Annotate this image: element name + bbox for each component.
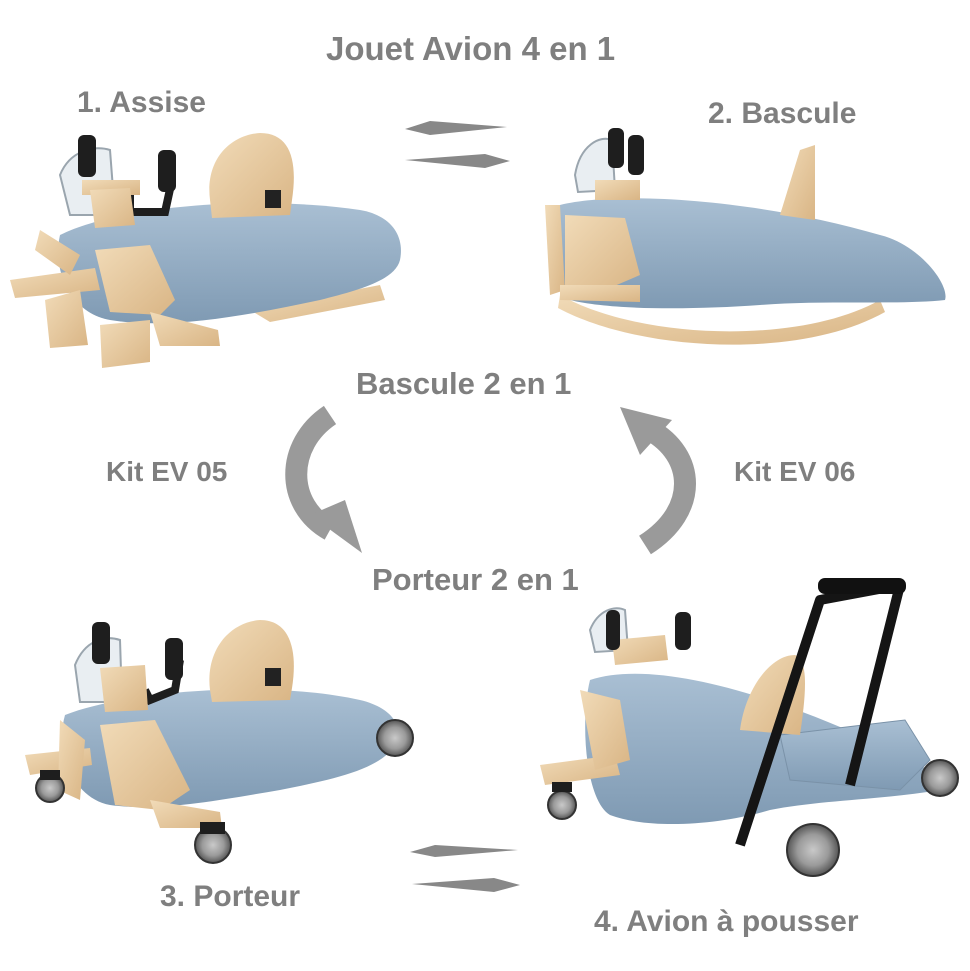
- curved-arrow-down-icon: [285, 405, 362, 553]
- swap-arrows-top-icon: [405, 121, 510, 168]
- step-label-avion-a-pousser: 4. Avion à pousser: [594, 905, 859, 938]
- step-label-porteur: 3. Porteur: [160, 880, 301, 913]
- step-label-assise: 1. Assise: [77, 86, 206, 119]
- swap-arrows-bottom-icon: [410, 845, 520, 892]
- mode-label-porteur-2-en-1: Porteur 2 en 1: [372, 562, 579, 597]
- plane-porteur-image: [25, 620, 414, 864]
- step-label-bascule: 2. Bascule: [708, 97, 857, 130]
- plane-assise-image: [10, 133, 401, 368]
- plane-bascule-image: [545, 128, 946, 345]
- page-title: Jouet Avion 4 en 1: [326, 30, 616, 67]
- kit-label-ev06: Kit EV 06: [734, 456, 856, 487]
- mode-label-bascule-2-en-1: Bascule 2 en 1: [356, 366, 572, 401]
- plane-avion-a-pousser-image: [540, 578, 959, 877]
- curved-arrow-up-icon: [620, 407, 696, 555]
- kit-label-ev05: Kit EV 05: [106, 456, 228, 487]
